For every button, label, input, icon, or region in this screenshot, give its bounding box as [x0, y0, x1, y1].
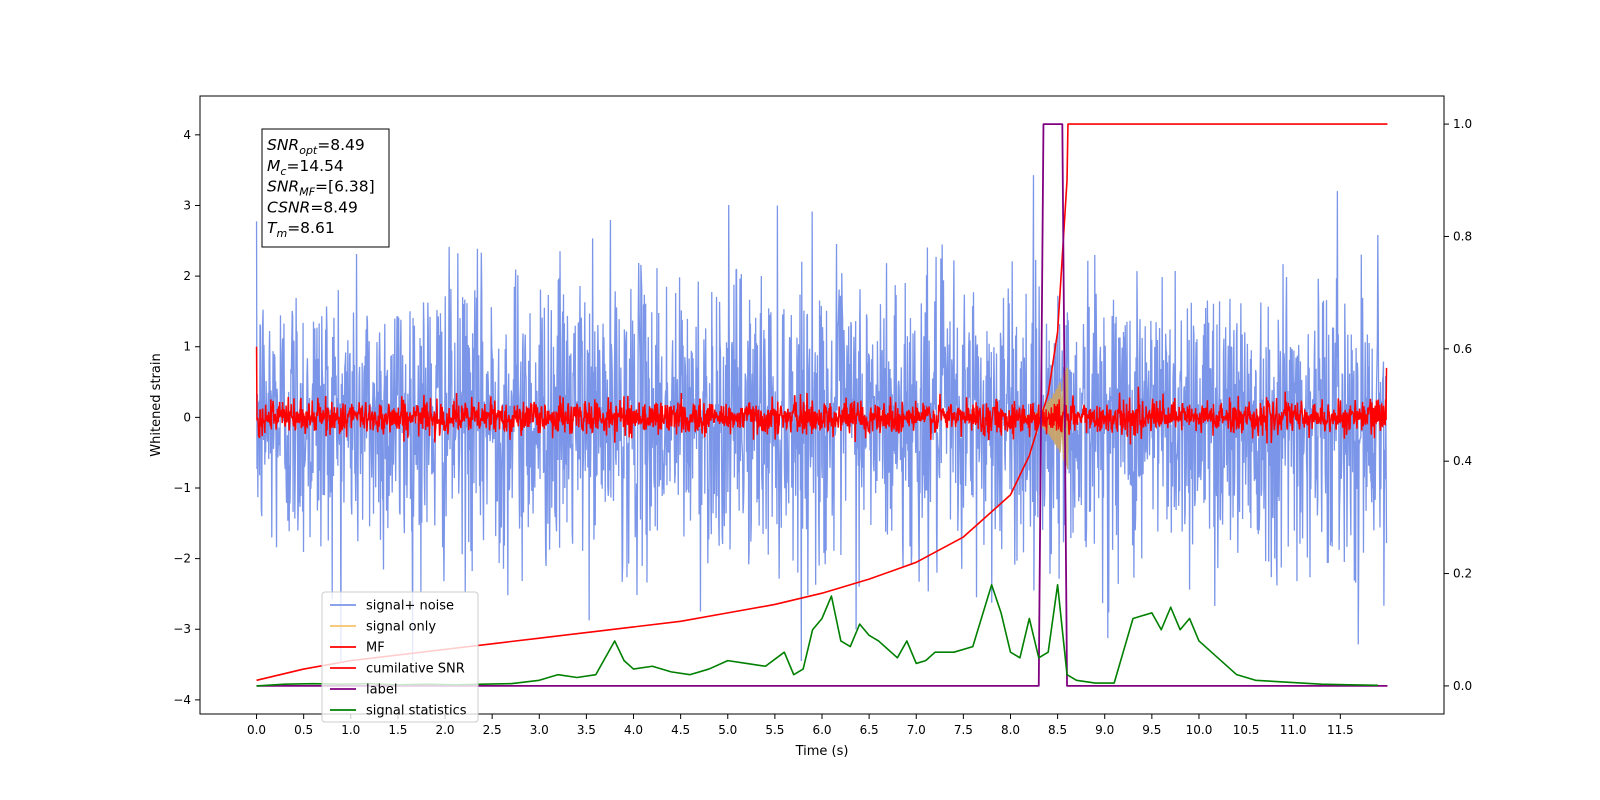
y-tick-label: −4 — [173, 693, 191, 707]
y2-tick-label: 0.0 — [1453, 679, 1472, 693]
x-tick-label: 6.0 — [812, 723, 831, 737]
x-tick-label: 11.5 — [1327, 723, 1354, 737]
x-tick-label: 5.5 — [765, 723, 784, 737]
y-tick-label: −1 — [173, 481, 191, 495]
x-tick-label: 1.5 — [388, 723, 407, 737]
signal-statistics-line — [256, 583, 1379, 687]
series-label — [256, 123, 1388, 687]
y2-tick-label: 1.0 — [1453, 117, 1472, 131]
y-tick-label: 2 — [183, 269, 191, 283]
y-axis-ticks: 4 3 2 1 0 −1 −2 −3 −4 — [173, 128, 200, 707]
legend: signal+ noise signal only MF cumilative SNR… — [321, 591, 479, 723]
series-signal-statistics — [256, 583, 1379, 687]
x-axis-ticks: 0.0 0.5 1.0 1.5 2.0 2.5 3.0 3.5 4.0 4.5 5.0 5.5 6.0 6… — [247, 714, 1354, 737]
y-tick-label: 3 — [183, 198, 191, 212]
x-tick-label: 9.0 — [1095, 723, 1114, 737]
legend-entry: signal only — [366, 620, 436, 635]
x-tick-label: 7.5 — [954, 723, 973, 737]
info-box-line: SNRopt=8.49 — [267, 136, 365, 157]
x-tick-label: 2.0 — [435, 723, 454, 737]
info-box-line: Mc=14.54 — [267, 157, 344, 178]
x-tick-label: 1.0 — [341, 723, 360, 737]
x-tick-label: 0.0 — [247, 723, 266, 737]
x-tick-label: 2.5 — [483, 723, 502, 737]
legend-entry: cumilative SNR — [366, 662, 465, 677]
y2-tick-label: 0.4 — [1453, 454, 1472, 468]
y2-tick-label: 0.2 — [1453, 567, 1472, 581]
x-tick-label: 4.5 — [671, 723, 690, 737]
series-signal-noise — [255, 175, 1388, 662]
x-tick-label: 8.5 — [1048, 723, 1067, 737]
legend-entry: signal statistics — [366, 704, 467, 719]
y2-tick-label: 0.6 — [1453, 342, 1472, 356]
series-mf — [255, 346, 1388, 445]
x-tick-label: 5.0 — [718, 723, 737, 737]
x-tick-label: 0.5 — [294, 723, 313, 737]
label-line — [256, 123, 1388, 687]
x-tick-label: 6.5 — [860, 723, 879, 737]
y-tick-label: −2 — [173, 552, 191, 566]
x-tick-label: 7.0 — [907, 723, 926, 737]
x-tick-label: 3.0 — [530, 723, 549, 737]
x-tick-label: 11.0 — [1280, 723, 1307, 737]
axes-frame — [199, 95, 1445, 715]
info-box-line: SNRMF=[6.38] — [267, 178, 375, 199]
info-box-line: CSNR=8.49 — [267, 198, 358, 216]
x-tick-label: 3.5 — [577, 723, 596, 737]
x-tick-label: 10.0 — [1186, 723, 1213, 737]
mf-line — [255, 346, 1388, 445]
y2-tick-label: 0.8 — [1453, 229, 1472, 243]
legend-entry: label — [366, 683, 397, 698]
x-tick-label: 8.0 — [1001, 723, 1020, 737]
info-box-line: Tm=8.61 — [267, 219, 335, 240]
info-box-frame — [261, 128, 390, 248]
signal-noise-line — [255, 175, 1388, 662]
x-tick-label: 10.5 — [1233, 723, 1260, 737]
x-axis-label: Time (s) — [795, 744, 849, 759]
y-tick-label: 0 — [183, 410, 191, 424]
info-box: SNRopt=8.49Mc=14.54SNRMF=[6.38]CSNR=8.49… — [261, 128, 390, 248]
y-tick-label: 1 — [183, 340, 191, 354]
legend-entry: MF — [366, 641, 385, 656]
y-tick-label: 4 — [183, 128, 191, 142]
y-tick-label: −3 — [173, 622, 191, 636]
x-tick-label: 9.5 — [1142, 723, 1161, 737]
x-tick-label: 4.0 — [624, 723, 643, 737]
y2-axis-ticks: 1.0 0.8 0.6 0.4 0.2 0.0 — [1444, 117, 1472, 693]
y-axis-label: Whitened strain — [149, 353, 164, 456]
legend-entry: signal+ noise — [366, 599, 454, 614]
legend-frame — [321, 591, 479, 723]
